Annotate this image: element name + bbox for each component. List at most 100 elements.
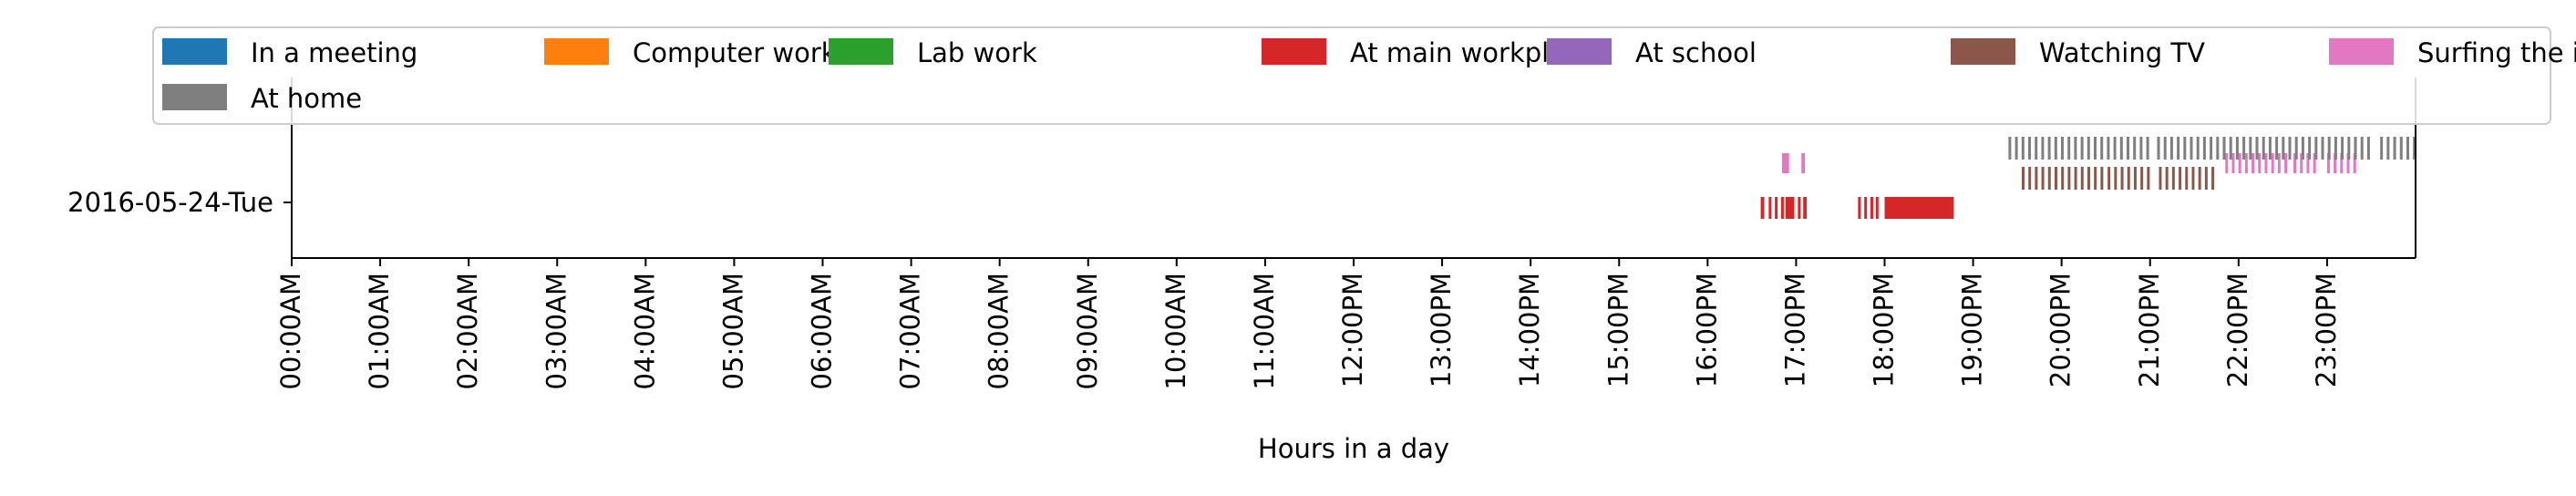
bar-surfing-the-internet-tick [2271, 153, 2274, 173]
bar-watching-tv-tick [2179, 167, 2182, 190]
bar-watching-tv-tick [2140, 167, 2144, 190]
bar-watching-tv-tick [2041, 167, 2045, 190]
bar-at-home-tick [2216, 137, 2220, 160]
bar-watching-tv-tick [2185, 167, 2189, 190]
bar-at-home-tick [2268, 137, 2272, 160]
bar-at-home-tick [2113, 137, 2117, 160]
bar-at-home-tick [2094, 137, 2097, 160]
bar-surfing-the-internet-tick [2264, 153, 2268, 173]
x-tick-label: 04:00AM [629, 273, 660, 389]
bar-at-home-tick [2262, 137, 2265, 160]
x-tick-label: 02:00AM [452, 273, 483, 389]
bar-at-home-tick [2100, 137, 2104, 160]
bar-at-home-tick [2249, 137, 2252, 160]
bar-at-main-workplace [1870, 197, 1873, 219]
bar-at-home-tick [2202, 137, 2206, 160]
bar-at-home-tick [2413, 137, 2416, 160]
bar-watching-tv-tick [2094, 167, 2097, 190]
x-tick-label: 21:00PM [2134, 273, 2165, 388]
bar-at-home-tick [2360, 137, 2364, 160]
bar-surfing-the-internet-tick [2300, 153, 2303, 173]
y-tick-label: 2016-05-24-Tue [67, 187, 273, 218]
bar-watching-tv-tick [2114, 167, 2117, 190]
bar-at-home-tick [2242, 137, 2246, 160]
x-tick-label: 10:00AM [1160, 273, 1191, 389]
axes: 00:00AM 01:00AM 02:00AM 03:00AM 04:00AM 05:00… [67, 78, 2416, 464]
bar-at-home-tick [2061, 137, 2065, 160]
x-tick-label: 20:00PM [2045, 273, 2076, 388]
bar-watching-tv-tick [2147, 167, 2150, 190]
legend-swatch [1547, 38, 1612, 65]
legend-swatch [829, 38, 893, 65]
bar-surfing-the-internet-tick [2353, 153, 2356, 173]
bar-watching-tv-tick [2054, 167, 2057, 190]
x-tick-label: 19:00PM [1957, 273, 1988, 388]
legend-swatch [2329, 38, 2394, 65]
bar-at-home-tick [2380, 137, 2384, 160]
bar-watching-tv-tick [2133, 167, 2137, 190]
bar-at-home-tick [2067, 137, 2071, 160]
bar-surfing-the-internet [1781, 153, 1789, 173]
x-tick-label: 03:00AM [541, 273, 572, 389]
bar-at-main-workplace [1768, 197, 1772, 219]
bar-at-home-tick [2157, 137, 2160, 160]
bar-watching-tv-tick [2127, 167, 2130, 190]
bar-at-home-tick [2177, 137, 2180, 160]
bar-surfing-the-internet-tick [2313, 153, 2316, 173]
bar-at-home-tick [2080, 137, 2084, 160]
bar-at-home-tick [2163, 137, 2167, 160]
x-tick-label: 09:00AM [1072, 273, 1103, 389]
bar-at-home-tick [2054, 137, 2057, 160]
bar-watching-tv-tick [2021, 167, 2025, 190]
bar-watching-tv-tick [2067, 167, 2071, 190]
bar-watching-tv-tick [2107, 167, 2111, 190]
x-tick-label: 01:00AM [364, 273, 395, 389]
bar-at-home-tick [2235, 137, 2239, 160]
activity-bars [1760, 137, 2416, 219]
bar-watching-tv-tick [2047, 167, 2051, 190]
bar-at-home-tick [2146, 137, 2149, 160]
bar-at-home-tick [2308, 137, 2312, 160]
legend-label: At school [1635, 37, 1757, 68]
bar-at-home-tick [2127, 137, 2130, 160]
x-tick-label: 11:00AM [1249, 273, 1280, 389]
bar-at-home-tick [2393, 137, 2396, 160]
legend: In a meeting Computer work Lab work At main… [152, 26, 2576, 125]
bar-at-home-tick [2222, 137, 2226, 160]
bar-at-main-workplace [1760, 197, 1765, 219]
bar-at-home-tick [2334, 137, 2337, 160]
x-axis-label: Hours in a day [1258, 433, 1449, 464]
bar-at-home-tick [2183, 137, 2187, 160]
bar-at-home-tick [2275, 137, 2279, 160]
bar-surfing-the-internet-tick [2346, 153, 2350, 173]
x-tick-label: 13:00PM [1426, 273, 1457, 388]
x-tick-label: 00:00AM [275, 273, 306, 389]
bar-at-home-tick [2190, 137, 2193, 160]
bar-surfing-the-internet-tick [2306, 153, 2310, 173]
bar-at-main-workplace [1803, 197, 1808, 219]
bar-at-home-tick [2041, 137, 2045, 160]
bar-watching-tv-tick [2204, 167, 2208, 190]
bar-at-home-tick [2282, 137, 2285, 160]
bar-surfing-the-internet-tick [2225, 153, 2229, 173]
bar-at-home-tick [2210, 137, 2213, 160]
x-tick-label: 18:00PM [1869, 273, 1900, 388]
bar-watching-tv-tick [2211, 167, 2215, 190]
bar-at-home-tick [2288, 137, 2292, 160]
bar-at-home-tick [2169, 137, 2173, 160]
bar-at-home-tick [2406, 137, 2409, 160]
bar-surfing-the-internet-tick [2284, 153, 2288, 173]
legend-swatch [544, 38, 609, 65]
x-tick-label: 07:00AM [895, 273, 926, 389]
legend-label: Computer work [633, 37, 837, 68]
bar-at-home-tick [2014, 137, 2018, 160]
bar-at-home-tick [2294, 137, 2298, 160]
legend-label: Lab work [917, 37, 1037, 68]
legend-swatch [162, 38, 227, 65]
bar-watching-tv-tick [2120, 167, 2124, 190]
bar-watching-tv-tick [2028, 167, 2032, 190]
bar-watching-tv-tick [2159, 167, 2162, 190]
bar-at-main-workplace [1798, 197, 1801, 219]
bar-at-home-tick [2366, 137, 2370, 160]
